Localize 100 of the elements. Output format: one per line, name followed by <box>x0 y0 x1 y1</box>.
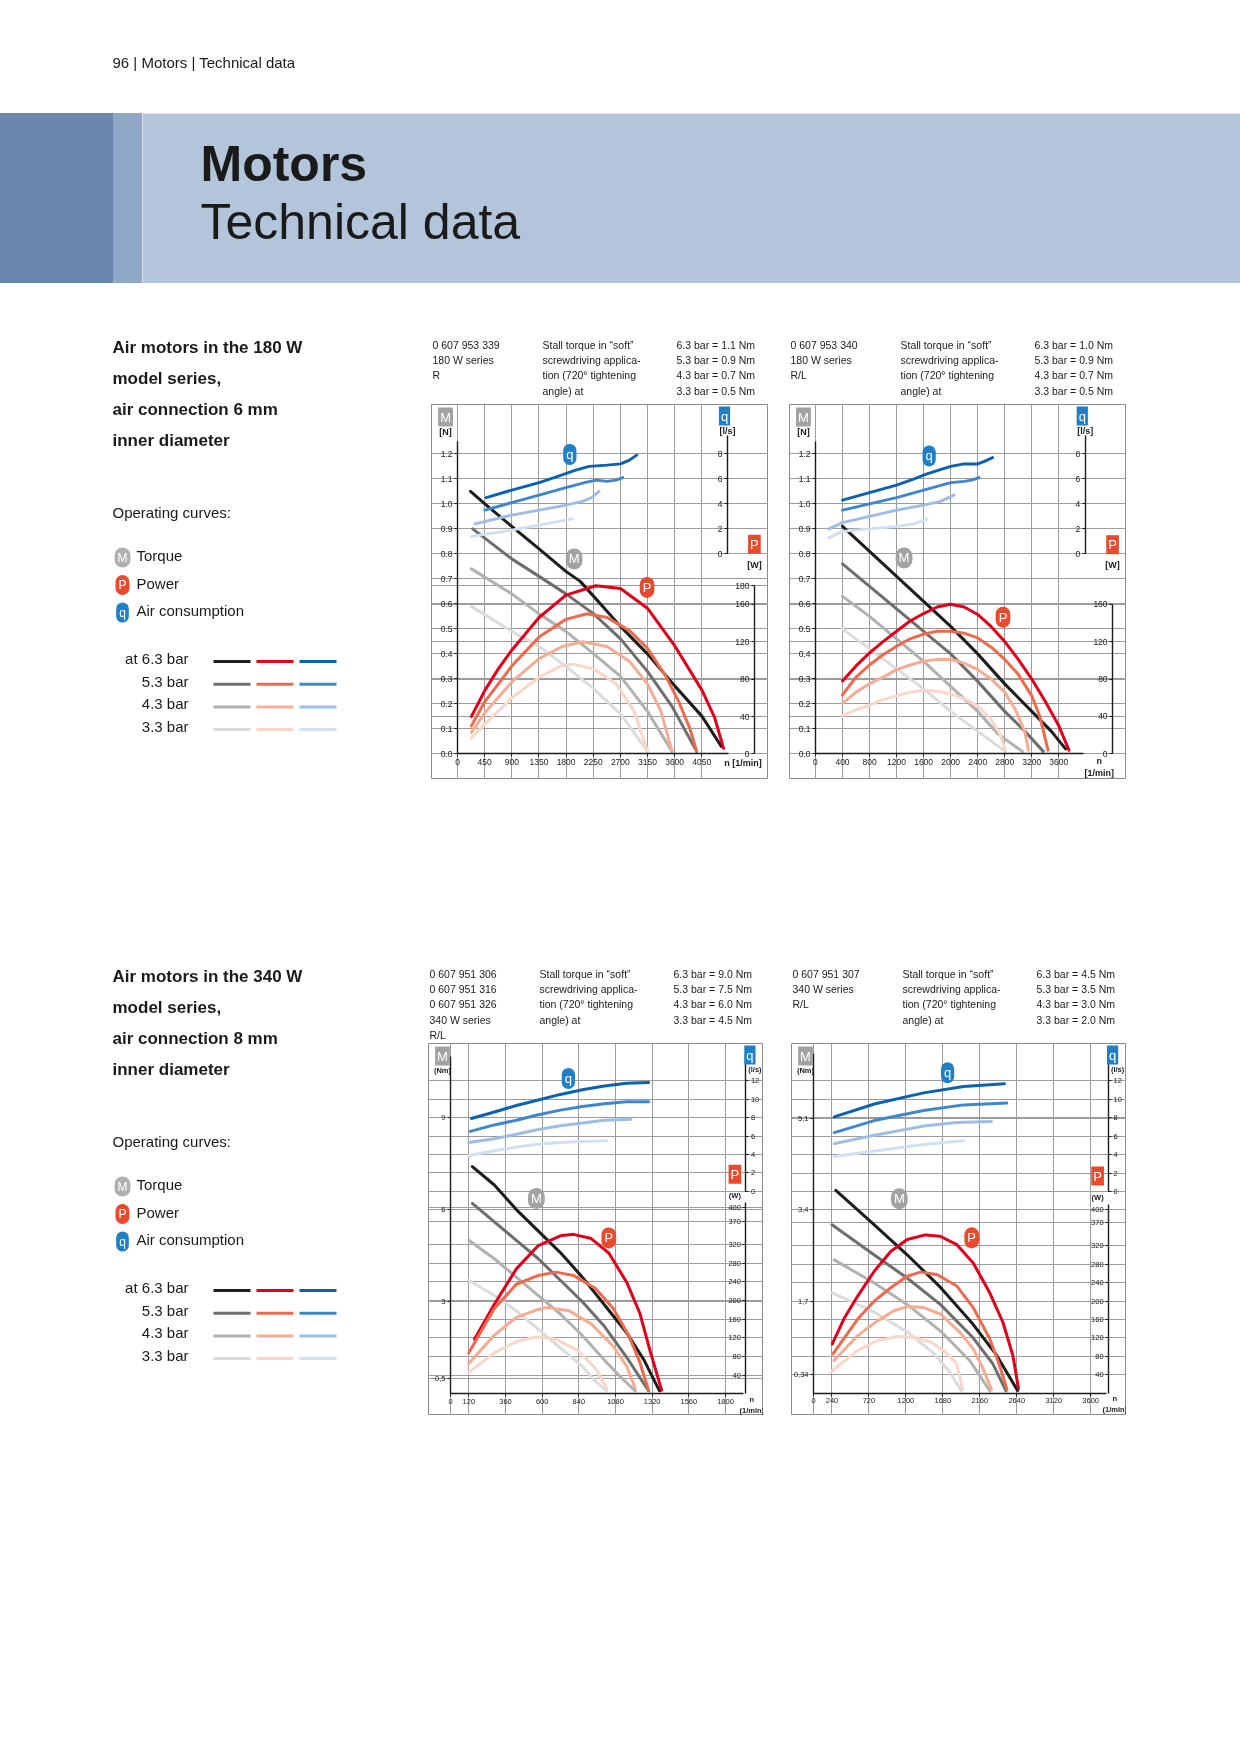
line-series <box>469 612 699 753</box>
line-series <box>472 1232 664 1392</box>
x-tick-label: 1350 <box>529 756 549 767</box>
y-tick-label: 0.2 <box>440 698 453 709</box>
y-tick-label: 0.9 <box>798 523 811 534</box>
y-tick-label: 0.8 <box>440 548 453 559</box>
x-tick-label: 1200 <box>887 756 907 767</box>
text: q <box>119 1234 126 1249</box>
legend-label: at 6.3 bar <box>125 1279 189 1296</box>
line-series <box>841 657 1030 752</box>
line-series <box>471 527 699 753</box>
y3-tick-label: 80 <box>739 674 750 685</box>
line-series <box>841 476 981 512</box>
annotation: q <box>925 448 933 464</box>
y-tick-label: 0.8 <box>798 548 811 559</box>
x-tick-label: 400 <box>835 756 850 767</box>
x-tick-label: 800 <box>862 756 877 767</box>
y3-axis-title: P [W] <box>747 536 762 570</box>
line-series <box>827 517 929 540</box>
line-series <box>832 1305 993 1391</box>
text: Torque <box>136 1176 183 1193</box>
y-tick-label: 0.7 <box>440 573 453 584</box>
legend-label: 3.3 bar <box>141 1347 189 1365</box>
x-tick-label: 3600 <box>1049 756 1069 767</box>
text: M <box>117 550 128 565</box>
text: Torque <box>136 547 183 564</box>
line-series <box>467 1278 609 1393</box>
x-tick-label: 2250 <box>583 756 603 767</box>
legend-label: 3.3 bar <box>141 718 189 736</box>
y2-tick-label: 6 <box>717 473 723 484</box>
text: 6.3 bar = 1.1 Nm 5.3 bar = 0.9 Nm 4.3 bar = 0.7 Nm 3.3 bar = 0.5 Nm <box>676 338 756 397</box>
text: Air consumption <box>136 602 245 619</box>
y-axis-title: M [N] <box>439 409 452 437</box>
y-tick-label: 0.6 <box>440 598 453 609</box>
y3-tick-label: 80 <box>1098 674 1108 685</box>
text: Air motors in the 340 W model series, air connection 8 mm inner diameter <box>112 966 304 1079</box>
legend-label: 5.3 bar <box>141 672 189 690</box>
line-series <box>832 1101 1009 1135</box>
y2-tick-label: 0 <box>717 548 723 559</box>
x-tick-label: 1800 <box>556 756 576 767</box>
line-series <box>832 1139 966 1159</box>
line-series <box>467 1335 609 1390</box>
legend-label: 5.3 bar <box>141 1301 189 1319</box>
y-axis-title: M [N] <box>797 409 810 437</box>
annotation: M <box>530 1191 542 1207</box>
x-tick-label: 4050 <box>692 756 712 767</box>
y2-tick-label: 8 <box>1075 448 1081 459</box>
y-tick-label: 0.5 <box>440 623 453 634</box>
y3-tick-label: 120 <box>1093 636 1108 647</box>
text: 96 | Motors | Technical data <box>112 54 296 71</box>
annotation: q <box>564 1070 572 1086</box>
chart-title: 0 607 953 340 180 W series R/L <box>790 338 858 382</box>
y3-tick-label: 0 <box>1102 748 1108 759</box>
x-tick-label: 2400 <box>968 756 988 767</box>
y-tick-label: 0.3 <box>798 673 811 684</box>
line-series <box>841 627 1007 753</box>
y-tick-label: 1.2 <box>798 448 811 459</box>
y-tick-label: 0.5 <box>798 623 811 634</box>
line-series <box>841 524 1068 751</box>
x-tick-label: 2700 <box>610 756 631 767</box>
line-series <box>467 1117 633 1144</box>
y3-tick-label: 120 <box>735 636 750 647</box>
y-tick-label: 0.7 <box>798 573 811 584</box>
y-tick-label: 0.2 <box>798 698 811 709</box>
annotation: P <box>642 579 652 595</box>
text: P <box>118 578 127 592</box>
annotation: M <box>898 550 910 566</box>
y-tick-label: 0.6 <box>798 598 811 609</box>
line-series <box>832 1119 993 1146</box>
line-series <box>830 1291 963 1393</box>
y-tick-label: 0.1 <box>798 723 811 734</box>
text: 6.3 bar = 4.5 Nm 5.3 bar = 3.5 Nm 4.3 bar = 3.0 Nm 3.3 bar = 2.0 Nm <box>1036 967 1116 1026</box>
line-series <box>827 493 956 531</box>
line-series <box>469 584 726 750</box>
line-series <box>841 629 1050 752</box>
legend-label: 4.3 bar <box>141 695 189 713</box>
x-tick-label: 0 <box>813 756 819 767</box>
annotation: P <box>967 1230 977 1246</box>
y-tick-label: 0.3 <box>440 673 453 684</box>
annotation: M <box>568 551 580 567</box>
text: Operating curves: <box>112 504 231 521</box>
text: Stall torque in “soft” screwdriving applica- tion (720° tightening angle) at <box>539 967 639 1026</box>
x-axis-title: n [1/min] <box>724 757 762 768</box>
annotation: P <box>998 609 1008 625</box>
y2-axis-title: q [l/s] <box>1077 408 1094 436</box>
x-tick-label: 3150 <box>638 756 658 767</box>
annotation: P <box>604 1230 614 1246</box>
line-series <box>841 688 1007 752</box>
line-series <box>831 1270 1009 1391</box>
y-tick-label: 0.4 <box>440 648 453 659</box>
y2-tick-label: 2 <box>1075 523 1081 534</box>
y-tick-label: 1.1 <box>440 473 453 484</box>
text: Technical data <box>200 193 521 250</box>
line-series <box>832 1258 992 1393</box>
y-tick-label: 0.0 <box>440 748 453 759</box>
y-tick-label: 1.0 <box>440 498 453 509</box>
line-series <box>470 1201 651 1393</box>
y3-tick-label: 160 <box>1093 599 1108 610</box>
chart-title: 0 607 951 307 340 W series R/L <box>792 967 860 1011</box>
y2-tick-label: 8 <box>717 448 723 459</box>
